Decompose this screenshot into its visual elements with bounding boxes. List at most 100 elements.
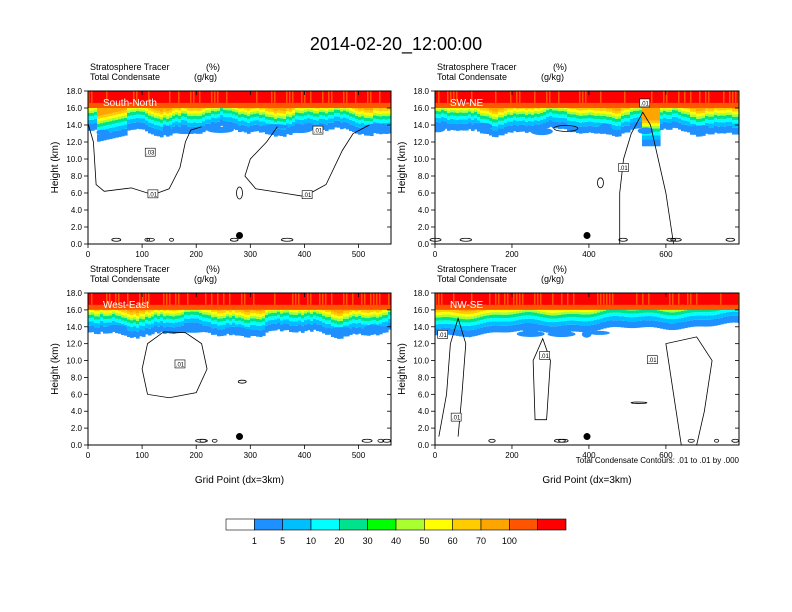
panel-line1-unit: (%) — [553, 264, 567, 274]
x-axis: 0 200 400 600 — [433, 91, 673, 259]
contour-label: .03 — [146, 151, 155, 157]
y-axis-label: Height (km) — [50, 142, 61, 194]
x-tick-label: 400 — [298, 250, 312, 259]
y-tick-label: 0.0 — [71, 441, 83, 450]
x-tick-label: 500 — [352, 250, 366, 259]
y-tick-label: 8.0 — [71, 373, 83, 382]
condensate-contours — [141, 331, 392, 443]
contour-label: .01 — [619, 166, 628, 172]
contour-note: Total Condensate Contours: .01 to .01 by… — [576, 456, 740, 465]
panel-line1-name: Stratosphere Tracer — [437, 62, 517, 72]
y-tick-label: 16.0 — [413, 104, 429, 113]
panel-label: NW-SE — [450, 300, 483, 311]
contour-label: .01 — [439, 333, 448, 339]
panel-3: Stratosphere Tracer (%) Total Condensate (g… — [50, 264, 392, 486]
panel-label: SW-NE — [450, 98, 483, 109]
y-tick-label: 10.0 — [66, 357, 82, 366]
colorbar-swatch — [452, 518, 482, 531]
panel-line2-name: Total Condensate — [437, 72, 507, 82]
x-tick-label: 100 — [135, 451, 149, 460]
y-tick-label: 0.0 — [418, 240, 430, 249]
panel-line2-unit: (g/kg) — [194, 274, 217, 284]
x-axis: 0 100 200 300 400 500 — [86, 91, 366, 259]
y-tick-label: 6.0 — [418, 189, 430, 198]
x-tick-label: 400 — [582, 451, 596, 460]
contour-label-box — [301, 190, 313, 199]
panel-4: Stratosphere Tracer (%) Total Condensate (g… — [397, 264, 740, 486]
contour-label-box — [539, 351, 550, 360]
y-tick-label: 10.0 — [413, 357, 429, 366]
y-tick-label: 10.0 — [413, 155, 429, 164]
contour-label: .01 — [149, 192, 158, 198]
x-axis: 0 200 400 600 — [433, 293, 673, 460]
y-tick-label: 10.0 — [66, 155, 82, 164]
y-axis-label: Height (km) — [397, 343, 408, 395]
location-marker — [583, 433, 591, 441]
colorbar-swatch — [424, 518, 453, 531]
colorbar-label: 100 — [502, 536, 517, 546]
colorbar-label: 30 — [363, 536, 373, 546]
panel-line1-name: Stratosphere Tracer — [437, 264, 517, 274]
y-tick-label: 8.0 — [418, 172, 430, 181]
panel-frame — [434, 90, 740, 245]
x-tick-label: 0 — [86, 250, 91, 259]
contour-label: .01 — [314, 129, 323, 135]
panel-label: West-East — [103, 300, 149, 311]
tracer-field — [88, 91, 391, 142]
y-tick-label: 14.0 — [66, 121, 82, 130]
panels: Stratosphere Tracer (%) Total Condensate (g… — [50, 62, 740, 486]
panel-line2-name: Total Condensate — [437, 274, 507, 284]
y-tick-label: 12.0 — [66, 138, 82, 147]
x-tick-label: 200 — [190, 451, 204, 460]
tracer-field — [435, 91, 739, 147]
y-axis-label: Height (km) — [397, 142, 408, 194]
colorbar-label: 70 — [476, 536, 486, 546]
colorbar-label: 1 — [252, 536, 257, 546]
colorbar-label: 10 — [306, 536, 316, 546]
contour-label: .01 — [452, 416, 461, 422]
contour-label-box — [312, 125, 324, 135]
contour-label: .01 — [540, 354, 549, 360]
panel-2: Stratosphere Tracer (%) Total Condensate (g… — [397, 62, 740, 259]
y-tick-label: 12.0 — [413, 340, 429, 349]
panel-frame — [434, 292, 740, 446]
panel-line2-unit: (g/kg) — [541, 274, 564, 284]
panel-1: Stratosphere Tracer (%) Total Condensate (g… — [50, 62, 392, 259]
y-axis: 0.0 2.0 4.0 6.0 8.0 10.0 12.0 14.0 16.0 18.0 — [66, 87, 391, 249]
y-tick-label: 2.0 — [71, 424, 83, 433]
y-tick-label: 14.0 — [413, 121, 429, 130]
x-tick-label: 0 — [433, 250, 438, 259]
x-axis: 0 100 200 300 400 500 — [86, 293, 366, 460]
contour-label-box — [639, 98, 651, 108]
x-tick-label: 500 — [352, 451, 366, 460]
y-tick-label: 0.0 — [71, 240, 83, 249]
x-axis-label: Grid Point (dx=3km) — [195, 475, 284, 486]
contour-label: .01 — [648, 358, 657, 364]
y-axis-label: Height (km) — [50, 343, 61, 395]
contour-label-box — [437, 330, 448, 339]
x-tick-label: 0 — [86, 451, 91, 460]
colorbar: 1 5 10 20 30 40 50 60 70 100 — [225, 518, 567, 546]
colorbar-label: 60 — [448, 536, 458, 546]
condensate-contours — [429, 111, 736, 245]
y-tick-label: 6.0 — [71, 189, 83, 198]
panel-line2-unit: (g/kg) — [541, 72, 564, 82]
y-tick-label: 18.0 — [413, 289, 429, 298]
colorbar-swatch — [395, 518, 425, 531]
x-axis-label: Grid Point (dx=3km) — [542, 475, 631, 486]
y-tick-label: 12.0 — [66, 340, 82, 349]
x-tick-label: 400 — [298, 451, 312, 460]
location-marker — [236, 433, 243, 441]
x-tick-label: 300 — [244, 250, 258, 259]
panel-line1-unit: (%) — [206, 264, 220, 274]
colorbar-label: 40 — [391, 536, 401, 546]
contour-label: .01 — [641, 101, 650, 107]
y-tick-label: 14.0 — [413, 323, 429, 332]
x-tick-label: 200 — [190, 250, 204, 259]
y-tick-label: 18.0 — [413, 87, 429, 96]
panel-label: South-North — [103, 98, 157, 109]
colorbar-swatch — [537, 518, 567, 531]
colorbar-swatch — [339, 518, 368, 531]
colorbar-swatch — [367, 518, 397, 531]
panel-line2-name: Total Condensate — [90, 274, 160, 284]
